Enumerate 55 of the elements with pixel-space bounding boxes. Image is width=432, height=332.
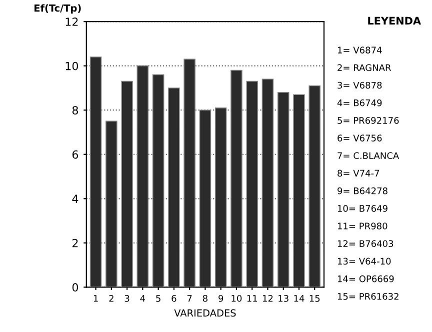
text: 7= C.BLANCA	[338, 152, 400, 160]
text: 2= RAGNAR	[338, 64, 392, 72]
bar	[106, 120, 118, 288]
x-tick-label: 14	[294, 295, 304, 302]
x-tick-label: 5	[156, 295, 160, 302]
x-tick-label: 11	[247, 295, 258, 302]
x-tick-label: 4	[140, 295, 146, 302]
bar	[246, 80, 258, 288]
x-tick-label: 7	[187, 295, 192, 302]
y-tick-label: 8	[72, 106, 78, 114]
y-tick-label: 2	[72, 238, 78, 248]
text: 14= OP6669	[338, 275, 394, 282]
bar	[308, 85, 321, 288]
x-tick-label: 6	[172, 294, 176, 302]
x-tick-label: 3	[124, 294, 130, 302]
bar	[214, 107, 227, 288]
y-tick-label: 10	[66, 62, 78, 70]
y-tick-label: 0	[72, 283, 78, 292]
text: 12= B76403	[338, 240, 394, 248]
text: 3= V6878	[338, 82, 382, 89]
text: 1= V6874	[338, 46, 382, 54]
x-tick-label: 8	[202, 294, 208, 302]
text: 15= PR61632	[338, 292, 398, 300]
x-tick-label: 10	[232, 294, 242, 302]
bar	[262, 78, 274, 288]
y-tick-label: 6	[72, 150, 78, 159]
x-axis-title: VARIEDADES	[174, 309, 236, 317]
text: 4= B6749	[337, 99, 382, 106]
text: 9= B64278	[338, 187, 388, 194]
text: 6= V6756	[338, 134, 382, 142]
x-tick-label: 9	[218, 294, 224, 302]
x-tick-label: 12	[262, 294, 273, 302]
bar	[293, 94, 305, 288]
x-tick-label: 1	[94, 295, 98, 302]
bar	[184, 58, 196, 288]
text: 13= V64-10	[338, 258, 391, 265]
y-axis-title: Ef(Tc/Tp)	[34, 4, 81, 14]
bar	[277, 92, 290, 288]
text: 10= B7649	[338, 205, 388, 212]
x-tick-label: 15	[310, 295, 320, 302]
text: LEYENDA	[368, 16, 421, 25]
text: 11= PR980	[338, 222, 388, 230]
x-tick-label: 2	[109, 294, 114, 302]
text: 8= V74-7	[338, 170, 380, 177]
y-tick-label: 12	[66, 18, 78, 26]
bar	[168, 88, 180, 288]
y-tick-label: 4	[72, 194, 78, 203]
bar	[152, 74, 164, 288]
bar	[90, 56, 102, 288]
bar	[121, 80, 133, 288]
x-tick-label: 13	[278, 294, 288, 302]
bar	[199, 110, 212, 288]
bar	[136, 65, 149, 288]
text: 5= PR692176	[338, 117, 399, 124]
bar	[230, 70, 242, 288]
